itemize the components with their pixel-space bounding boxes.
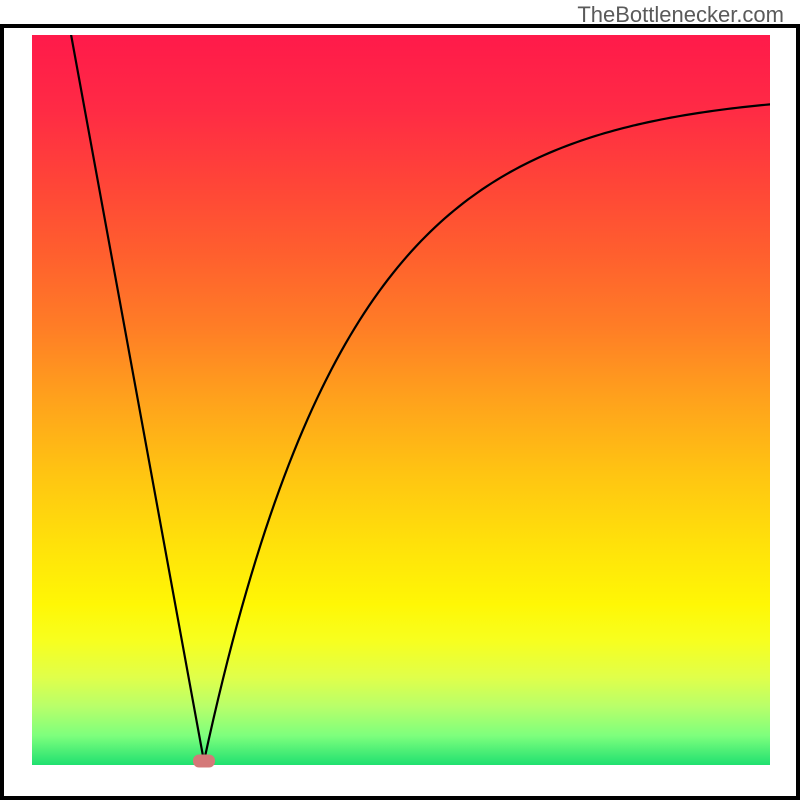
chart-container: TheBottlenecker.com <box>0 0 800 800</box>
plot-area <box>32 35 770 765</box>
bottleneck-curve <box>32 35 770 765</box>
optimal-point-marker <box>193 755 215 768</box>
